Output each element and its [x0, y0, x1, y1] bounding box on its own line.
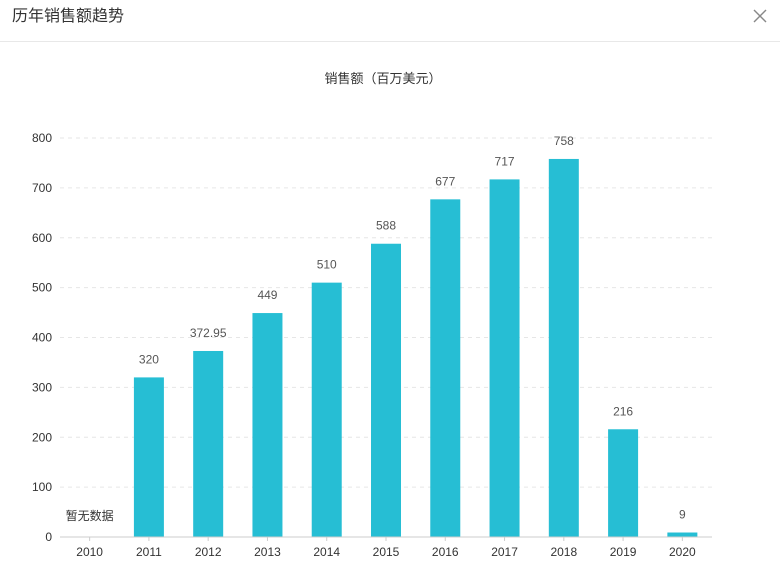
x-tick-label-2013: 2013 — [254, 545, 281, 559]
no-data-label: 暂无数据 — [66, 508, 114, 523]
dialog-header: 历年销售额趋势 — [0, 0, 780, 42]
data-label-2015: 588 — [376, 219, 396, 233]
y-axis-ticks: 0 100 200 300 400 500 600 700 800 — [32, 131, 52, 544]
y-tick-label: 500 — [32, 281, 52, 295]
x-axis-ticks: 2010 2011 2012 2013 2014 2015 2016 2017 2018 2019… — [76, 537, 696, 559]
bar-2019[interactable] — [608, 429, 639, 537]
y-tick-label: 700 — [32, 181, 52, 195]
x-tick-label-2020: 2020 — [669, 545, 696, 559]
close-icon[interactable] — [750, 6, 770, 26]
y-tick-label: 0 — [45, 530, 52, 544]
data-label-2011: 320 — [139, 352, 159, 366]
x-tick-label-2012: 2012 — [195, 545, 222, 559]
data-label-2020: 9 — [679, 508, 686, 522]
y-tick-label: 300 — [32, 380, 52, 394]
x-tick-label-2015: 2015 — [373, 545, 400, 559]
data-label-2019: 216 — [613, 404, 633, 418]
y-tick-label: 800 — [32, 131, 52, 145]
bar-2018[interactable] — [548, 158, 579, 537]
data-label-2018: 758 — [554, 134, 574, 148]
bar-2017[interactable] — [489, 179, 520, 538]
bar-2015[interactable] — [371, 243, 401, 538]
y-tick-label: 400 — [32, 331, 52, 345]
bar-2014[interactable] — [311, 282, 342, 537]
chart-title: 销售额（百万美元） — [324, 71, 441, 86]
data-labels: 320 372.95 449 510 588 677 717 758 216 9 — [139, 134, 686, 522]
bar-2016[interactable] — [430, 199, 461, 537]
data-label-2013: 449 — [257, 288, 277, 302]
bar-2011[interactable] — [133, 377, 164, 537]
data-label-2012: 372.95 — [190, 326, 227, 340]
data-label-2017: 717 — [495, 154, 515, 168]
bar-2020[interactable] — [667, 532, 698, 537]
x-tick-label-2014: 2014 — [313, 545, 340, 559]
bar-2013[interactable] — [252, 313, 283, 537]
x-tick-label-2010: 2010 — [76, 545, 103, 559]
x-tick-label-2016: 2016 — [432, 545, 459, 559]
x-tick-label-2018: 2018 — [550, 545, 577, 559]
bars — [133, 158, 698, 538]
x-tick-label-2017: 2017 — [491, 545, 518, 559]
bar-2012[interactable] — [193, 350, 224, 537]
x-tick-label-2019: 2019 — [610, 545, 637, 559]
data-label-2014: 510 — [317, 258, 337, 272]
data-label-2016: 677 — [435, 174, 455, 188]
dialog-title: 历年销售额趋势 — [12, 8, 125, 25]
chart-area: 销售额（百万美元） 0 100 200 300 400 500 600 700 800 320 3… — [0, 42, 780, 578]
x-tick-label-2011: 2011 — [136, 545, 162, 559]
y-tick-label: 200 — [32, 430, 52, 444]
y-tick-label: 100 — [32, 480, 52, 494]
y-tick-label: 600 — [32, 231, 52, 245]
